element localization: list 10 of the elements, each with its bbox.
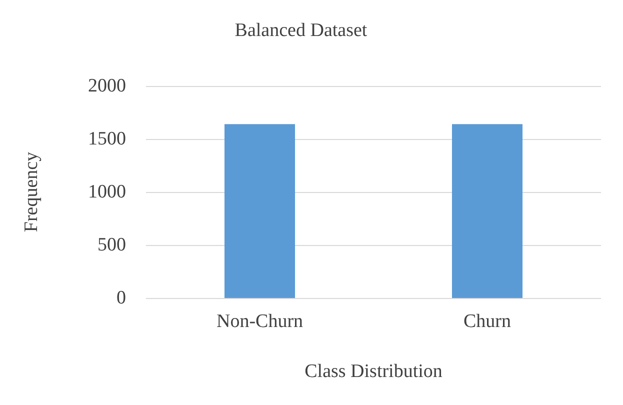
chart-title: Balanced Dataset	[234, 20, 368, 41]
x-tick-label: Non-Churn	[216, 311, 304, 332]
y-tick-label: 0	[116, 288, 126, 308]
y-tick-label: 500	[98, 234, 126, 256]
y-tick-label: 1500	[88, 128, 126, 150]
y-tick-label: 1000	[88, 182, 126, 202]
x-tick-label: Churn	[464, 311, 512, 332]
y-tick-label: 2000	[88, 76, 126, 96]
x-axis-title: Class Distribution	[304, 361, 443, 382]
y-axis-title: Frequency	[21, 151, 42, 232]
